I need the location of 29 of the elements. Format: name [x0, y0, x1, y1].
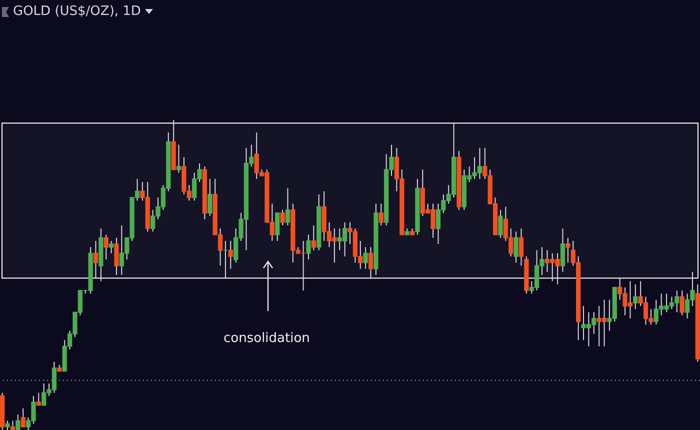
candlestick [176, 144, 182, 174]
candlestick [498, 209, 503, 238]
candlestick [566, 237, 570, 264]
candlestick [560, 228, 566, 272]
candlestick [378, 203, 384, 226]
candlestick [16, 414, 20, 430]
candlestick [20, 408, 26, 428]
candlestick [311, 224, 316, 251]
candlestick [5, 420, 10, 430]
candlestick [93, 240, 98, 279]
candlestick [633, 284, 638, 310]
candlestick [306, 234, 311, 260]
candlestick [280, 209, 285, 226]
candlestick [104, 234, 108, 260]
candlestick [114, 237, 119, 276]
candlestick [36, 392, 41, 406]
candlestick [208, 178, 212, 217]
candlestick [275, 212, 280, 242]
band-label: consolidation [223, 331, 310, 346]
candlestick [368, 246, 374, 279]
candlestick [518, 228, 524, 266]
chart-title: GOLD (US$/OZ), 1D [13, 4, 141, 19]
candlestick [514, 231, 518, 264]
candlestick [108, 240, 114, 254]
candlestick [363, 246, 368, 270]
candlestick [285, 188, 290, 226]
candlestick [10, 420, 16, 430]
candlestick [228, 240, 233, 270]
candlestick [680, 290, 684, 316]
